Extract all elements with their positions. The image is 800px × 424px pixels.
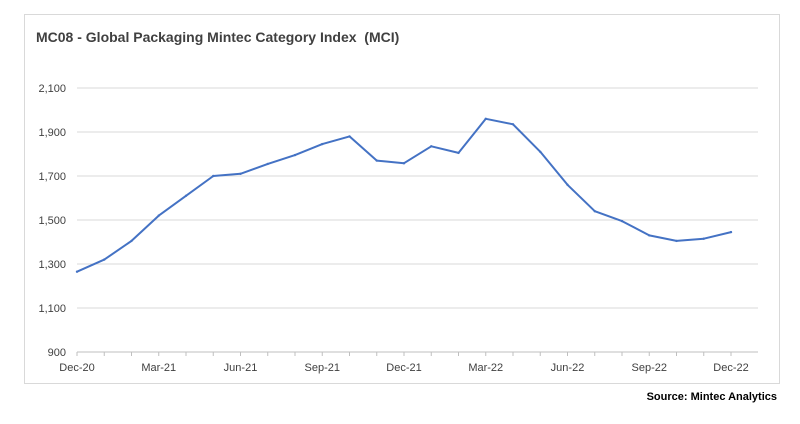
data-point [184, 194, 188, 197]
x-tick-label: Sep-21 [305, 362, 340, 374]
x-tick-label: Dec-22 [713, 362, 748, 374]
data-point [566, 183, 569, 186]
data-point [157, 214, 160, 217]
data-point [130, 239, 133, 243]
chart-title: MC08 - Global Packaging Mintec Category … [36, 29, 400, 45]
data-point [620, 219, 624, 223]
data-point [103, 258, 106, 261]
data-point [593, 210, 596, 213]
y-tick-label: 900 [48, 347, 66, 359]
x-tick-label: Dec-21 [386, 362, 421, 374]
data-point [375, 159, 378, 162]
data-point [675, 239, 678, 243]
y-tick-label: 2,100 [38, 83, 66, 95]
x-tick-label: Jun-22 [551, 362, 585, 374]
x-tick-label: Mar-21 [141, 362, 176, 374]
data-point [321, 142, 324, 146]
data-point [457, 151, 460, 155]
gridlines [77, 87, 758, 309]
data-point [239, 172, 242, 175]
data-point [402, 162, 406, 165]
data-point [539, 150, 542, 153]
data-point [266, 162, 269, 166]
series-layer [75, 117, 733, 273]
x-tick-label: Mar-22 [468, 362, 503, 374]
data-point [511, 123, 515, 126]
y-tick-label: 1,100 [38, 303, 66, 315]
data-point [729, 230, 733, 234]
y-tick-label: 1,900 [38, 127, 66, 139]
y-tick-label: 1,300 [38, 259, 66, 271]
data-point [648, 234, 651, 237]
data-point [484, 117, 487, 121]
y-tick-label: 1,500 [38, 215, 66, 227]
source-note: Source: Mintec Analytics [646, 391, 777, 403]
data-point [75, 270, 79, 273]
data-point [348, 135, 351, 138]
x-tick-label: Sep-22 [632, 362, 667, 374]
series-line [76, 117, 732, 273]
data-point [430, 145, 433, 148]
chart-frame [24, 14, 780, 384]
y-axis: 900 1,100 1,300 1,500 1,700 1,900 2,100 [38, 83, 66, 359]
x-tick-label: Dec-20 [59, 362, 94, 374]
data-point [702, 237, 705, 240]
data-point [212, 174, 215, 178]
x-tick-label: Jun-21 [224, 362, 258, 374]
y-tick-label: 1,700 [38, 171, 66, 183]
x-axis: Dec-20 Mar-21 Jun-21 Sep-21 Dec-21 Mar-22 Jun-… [59, 351, 758, 374]
data-point [293, 153, 297, 157]
